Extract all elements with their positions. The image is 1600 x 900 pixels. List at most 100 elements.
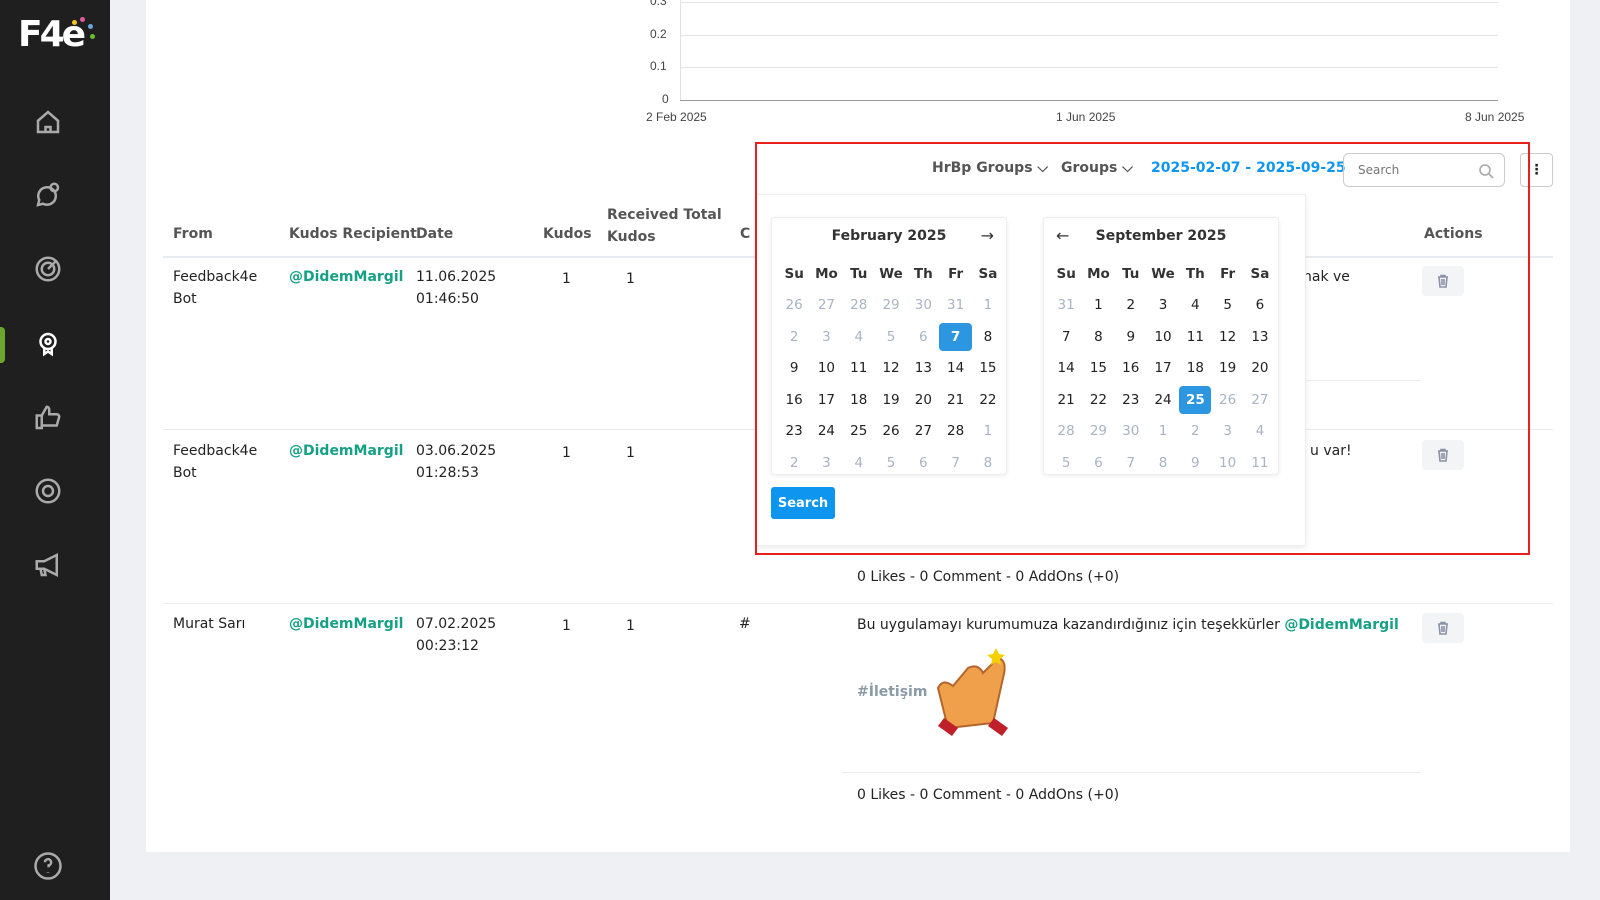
- more-options-button[interactable]: ⋮: [1520, 153, 1553, 187]
- day-cell[interactable]: 17: [1154, 360, 1172, 377]
- day-cell[interactable]: 11: [1186, 328, 1204, 345]
- recipient-link[interactable]: @DidemMargil: [289, 616, 404, 632]
- day-cell[interactable]: 3: [1158, 297, 1168, 314]
- delete-button[interactable]: [1422, 266, 1464, 296]
- day-cell[interactable]: 20: [1251, 360, 1269, 377]
- day-cell[interactable]: 10: [1219, 454, 1237, 471]
- logo[interactable]: F4e: [18, 14, 98, 60]
- day-cell[interactable]: 6: [1255, 297, 1265, 314]
- day-cell[interactable]: 9: [1126, 328, 1136, 345]
- day-cell[interactable]: 27: [914, 423, 932, 440]
- day-cell[interactable]: 19: [1219, 360, 1237, 377]
- nav-kudos[interactable]: [28, 324, 68, 364]
- day-cell[interactable]: 4: [1255, 423, 1265, 440]
- next-month-arrow-icon[interactable]: →: [980, 226, 994, 245]
- day-cell[interactable]: 7: [951, 454, 960, 471]
- day-cell[interactable]: 5: [886, 454, 896, 471]
- day-cell[interactable]: 7: [1061, 328, 1071, 345]
- day-cell[interactable]: 14: [947, 360, 965, 377]
- day-cell[interactable]: 11: [850, 360, 868, 377]
- day-cell[interactable]: 3: [822, 454, 831, 471]
- day-cell[interactable]: 12: [1219, 328, 1237, 345]
- day-cell[interactable]: 22: [1089, 391, 1108, 408]
- day-cell[interactable]: 8: [983, 328, 993, 345]
- day-cell[interactable]: 1: [1094, 297, 1103, 314]
- day-cell[interactable]: 12: [882, 360, 900, 377]
- message-mention[interactable]: @DidemMargil: [1284, 617, 1399, 633]
- day-cell[interactable]: 21: [947, 391, 965, 408]
- nav-announcements[interactable]: [28, 545, 68, 585]
- nav-feedback[interactable]: [28, 398, 68, 438]
- day-cell[interactable]: 23: [1122, 391, 1140, 408]
- day-cell[interactable]: 28: [850, 297, 868, 314]
- day-cell[interactable]: 31: [1057, 297, 1075, 314]
- day-cell[interactable]: 1: [1158, 423, 1168, 440]
- selected-day[interactable]: 7: [939, 323, 972, 351]
- groups-dropdown[interactable]: Groups ⌵: [1061, 160, 1133, 176]
- day-cell[interactable]: 1: [983, 423, 993, 440]
- day-cell[interactable]: 22: [979, 391, 997, 408]
- day-cell[interactable]: 25: [850, 423, 868, 440]
- day-cell[interactable]: 4: [854, 328, 864, 345]
- day-cell[interactable]: 15: [979, 360, 997, 377]
- day-cell[interactable]: 31: [947, 297, 965, 314]
- day-cell[interactable]: 5: [1061, 454, 1071, 471]
- day-cell[interactable]: 29: [1089, 423, 1108, 440]
- day-cell[interactable]: 18: [850, 391, 868, 408]
- day-cell[interactable]: 9: [1191, 454, 1200, 471]
- nav-settings[interactable]: [28, 471, 68, 511]
- day-cell[interactable]: 7: [1126, 454, 1136, 471]
- delete-button[interactable]: [1422, 440, 1464, 470]
- recipient-link[interactable]: @DidemMargil: [289, 443, 404, 459]
- date-search-button[interactable]: Search: [771, 487, 835, 519]
- day-cell[interactable]: 5: [1223, 297, 1232, 314]
- day-cell[interactable]: 2: [789, 454, 799, 471]
- day-cell[interactable]: 26: [785, 297, 803, 314]
- day-cell[interactable]: 16: [1122, 360, 1140, 377]
- day-cell[interactable]: 2: [1191, 423, 1200, 440]
- day-cell[interactable]: 5: [886, 328, 896, 345]
- day-cell[interactable]: 29: [882, 297, 900, 314]
- day-cell[interactable]: 9: [789, 360, 799, 377]
- selected-day[interactable]: 25: [1179, 386, 1212, 414]
- nav-goals[interactable]: [28, 249, 68, 289]
- day-cell[interactable]: 10: [1154, 328, 1172, 345]
- day-cell[interactable]: 24: [1154, 391, 1172, 408]
- search-field[interactable]: [1343, 153, 1505, 187]
- day-cell[interactable]: 30: [914, 297, 932, 314]
- day-cell[interactable]: 19: [882, 391, 900, 408]
- day-cell[interactable]: 23: [785, 423, 803, 440]
- day-cell[interactable]: 28: [1057, 423, 1075, 440]
- day-cell[interactable]: 2: [1126, 297, 1136, 314]
- day-cell[interactable]: 26: [882, 423, 900, 440]
- delete-button[interactable]: [1422, 613, 1464, 643]
- day-cell[interactable]: 15: [1089, 360, 1108, 377]
- day-cell[interactable]: 20: [914, 391, 932, 408]
- day-cell[interactable]: 14: [1057, 360, 1075, 377]
- day-cell[interactable]: 4: [1191, 297, 1200, 314]
- day-cell[interactable]: 4: [854, 454, 864, 471]
- day-cell[interactable]: 27: [817, 297, 836, 314]
- day-cell[interactable]: 8: [1094, 328, 1103, 345]
- recipient-link[interactable]: @DidemMargil: [289, 269, 404, 285]
- day-cell[interactable]: 6: [1094, 454, 1103, 471]
- day-cell[interactable]: 6: [919, 454, 928, 471]
- day-cell[interactable]: 11: [1251, 454, 1269, 471]
- day-cell[interactable]: 28: [947, 423, 965, 440]
- day-cell[interactable]: 21: [1057, 391, 1075, 408]
- day-cell[interactable]: 1: [983, 297, 993, 314]
- hrbp-groups-dropdown[interactable]: HrBp Groups ⌵: [932, 160, 1048, 176]
- day-cell[interactable]: 27: [1251, 391, 1269, 408]
- day-cell[interactable]: 3: [1223, 423, 1232, 440]
- search-input[interactable]: [1358, 163, 1478, 177]
- help-button[interactable]: [28, 846, 68, 886]
- day-cell[interactable]: 10: [817, 360, 836, 377]
- day-cell[interactable]: 17: [817, 391, 836, 408]
- day-cell[interactable]: 18: [1186, 360, 1204, 377]
- day-cell[interactable]: 26: [1219, 391, 1237, 408]
- day-cell[interactable]: 6: [919, 328, 928, 345]
- day-cell[interactable]: 8: [1158, 454, 1168, 471]
- day-cell[interactable]: 16: [785, 391, 803, 408]
- prev-month-arrow-icon[interactable]: ←: [1056, 226, 1070, 245]
- nav-home[interactable]: [28, 102, 68, 142]
